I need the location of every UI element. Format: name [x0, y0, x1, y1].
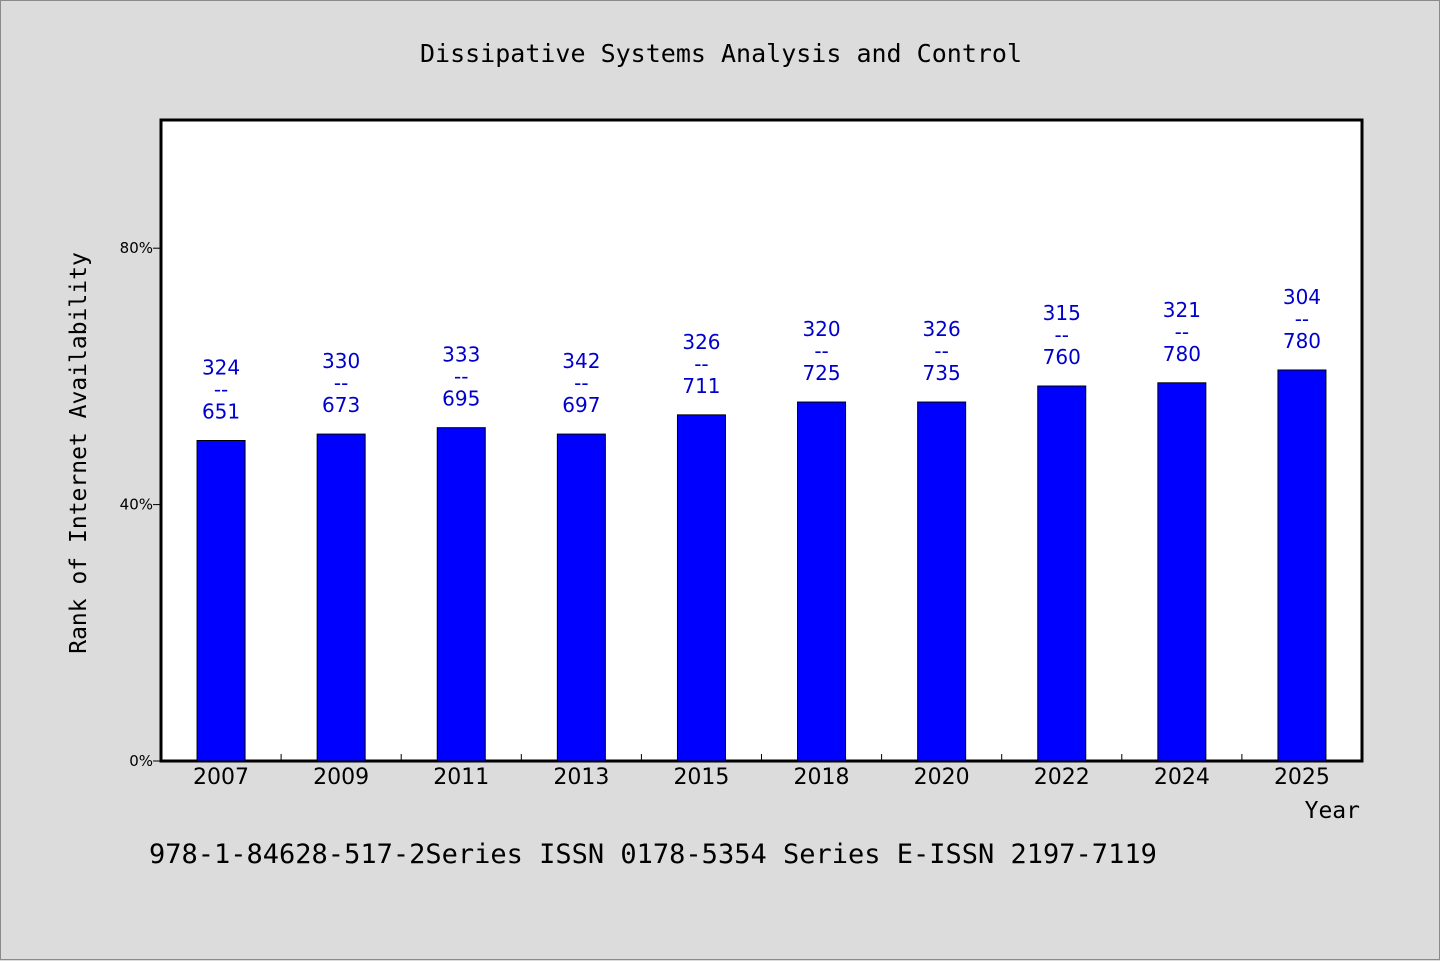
- x-tick-label-2025: 2025: [1274, 765, 1330, 790]
- bar-label-bottom-2009: 673: [322, 393, 360, 417]
- x-tick-label-2007: 2007: [193, 765, 249, 790]
- bar-2009: [316, 433, 366, 762]
- bar-label-top-2022: 315: [1043, 301, 1081, 325]
- bar-label-mid-2024: --: [1175, 320, 1189, 344]
- bar-2011: [436, 427, 486, 762]
- bar-label-top-2018: 320: [802, 317, 840, 341]
- bar-label-mid-2009: --: [334, 371, 348, 395]
- bar-label-mid-2011: --: [454, 365, 468, 389]
- footer-isbn-text: 978-1-84628-517-2Series ISSN 0178-5354 S…: [149, 839, 1157, 870]
- bar-label-mid-2015: --: [694, 352, 708, 376]
- y-axis-ticks: 0% 40% 80%: [120, 239, 161, 770]
- bar-2025: [1277, 369, 1327, 762]
- bar-2022: [1037, 385, 1087, 762]
- x-tick-label-2015: 2015: [673, 765, 729, 790]
- x-tick-label-2022: 2022: [1034, 765, 1090, 790]
- bars-group: [196, 369, 1327, 762]
- bar-label-bottom-2013: 697: [562, 393, 600, 417]
- x-tick-label-2020: 2020: [914, 765, 970, 790]
- bar-2020: [917, 401, 967, 762]
- x-axis-ticks: 2007 2009 2011 2013 2015 2018 2020 2022 2024 2025: [193, 754, 1330, 790]
- y-tick-label-40: 40%: [120, 496, 153, 514]
- bar-label-bottom-2024: 780: [1163, 342, 1201, 366]
- y-tick-label-80: 80%: [120, 239, 153, 257]
- chart-title: Dissipative Systems Analysis and Control: [420, 39, 1022, 68]
- bar-labels-group: 324--651330--673333--695342--697326--711…: [202, 285, 1321, 424]
- bar-label-bottom-2007: 651: [202, 400, 240, 424]
- bar-label-mid-2020: --: [934, 339, 948, 363]
- x-tick-label-2013: 2013: [553, 765, 609, 790]
- x-axis-label: Year: [1305, 798, 1360, 824]
- x-tick-label-2011: 2011: [433, 765, 489, 790]
- bar-label-top-2020: 326: [923, 317, 961, 341]
- bar-label-bottom-2011: 695: [442, 387, 480, 411]
- x-tick-label-2018: 2018: [794, 765, 850, 790]
- bar-label-top-2015: 326: [682, 330, 720, 354]
- bar-label-mid-2022: --: [1055, 323, 1069, 347]
- bar-label-bottom-2020: 735: [923, 361, 961, 385]
- bar-label-top-2011: 333: [442, 343, 480, 367]
- bar-2024: [1157, 382, 1207, 762]
- bar-label-top-2013: 342: [562, 349, 600, 373]
- bar-label-mid-2007: --: [214, 378, 228, 402]
- bar-2007: [196, 440, 246, 762]
- bar-2013: [556, 433, 606, 762]
- bar-label-top-2009: 330: [322, 349, 360, 373]
- bar-label-bottom-2015: 711: [682, 374, 720, 398]
- bar-2018: [797, 401, 847, 762]
- x-tick-label-2024: 2024: [1154, 765, 1210, 790]
- bar-label-bottom-2025: 780: [1283, 329, 1321, 353]
- bar-label-mid-2025: --: [1295, 307, 1309, 331]
- bar-label-top-2024: 321: [1163, 298, 1201, 322]
- bar-label-top-2025: 304: [1283, 285, 1321, 309]
- bar-label-mid-2018: --: [814, 339, 828, 363]
- y-tick-label-0: 0%: [129, 752, 153, 770]
- y-axis-label: Rank of Internet Availability: [66, 252, 92, 654]
- x-tick-label-2009: 2009: [313, 765, 369, 790]
- bar-label-bottom-2022: 760: [1043, 345, 1081, 369]
- bar-2015: [676, 414, 726, 762]
- bar-label-top-2007: 324: [202, 356, 240, 380]
- bar-label-bottom-2018: 725: [802, 361, 840, 385]
- bar-label-mid-2013: --: [574, 371, 588, 395]
